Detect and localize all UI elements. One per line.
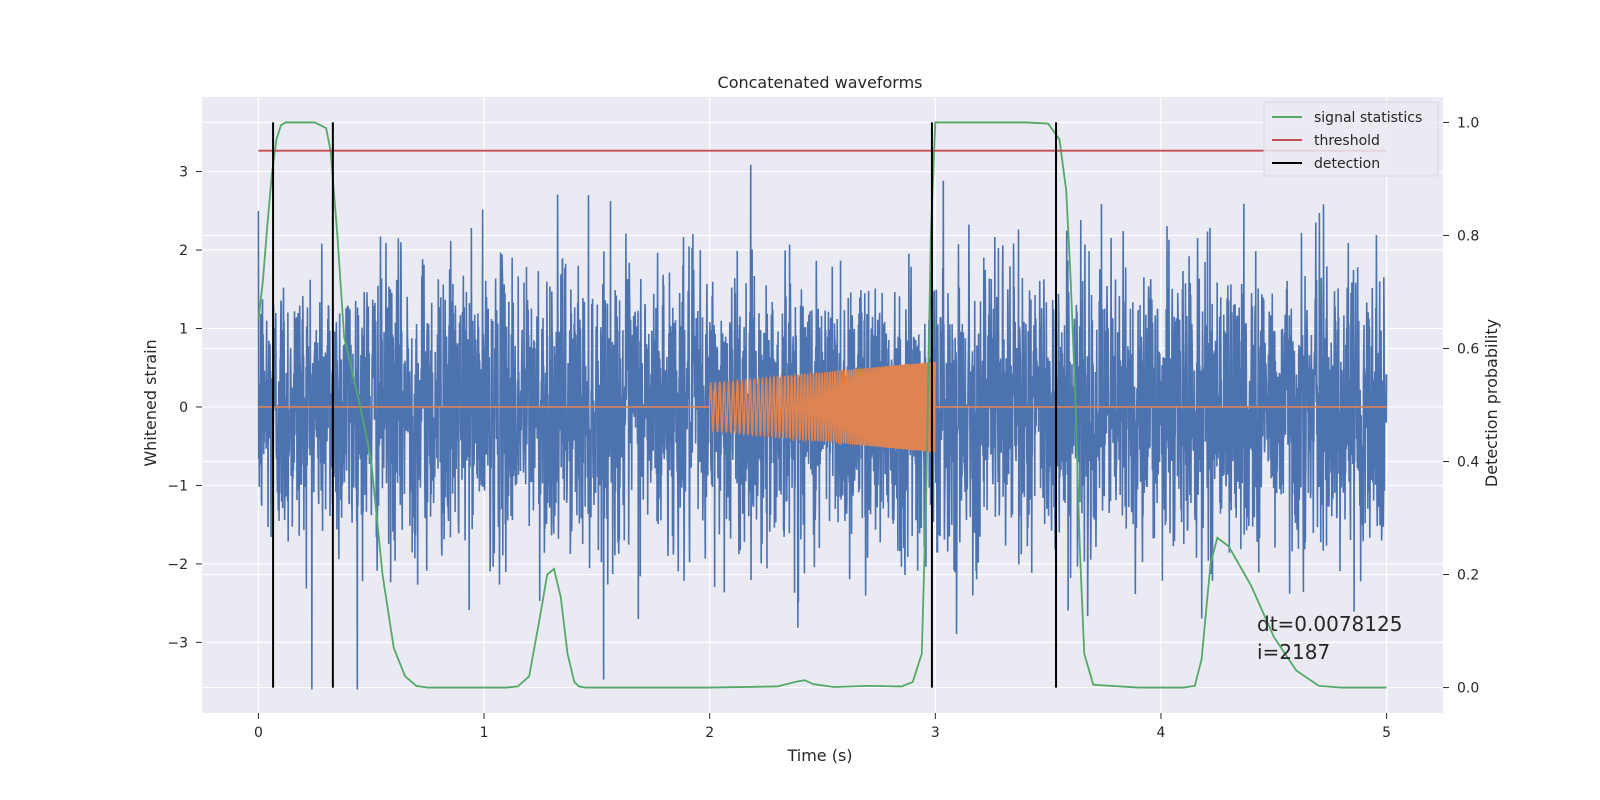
x-tick-label: 2 — [705, 725, 714, 741]
y2-tick-label: 0.4 — [1457, 455, 1479, 471]
legend: signal statistics threshold detection — [1263, 101, 1439, 177]
x-tick-label: 4 — [1156, 725, 1165, 741]
y-tick-label: −3 — [167, 635, 188, 651]
y-tick-label: −2 — [167, 557, 188, 573]
y2-axis-label: Detection probability — [1482, 319, 1501, 487]
y-axis-label: Whitened strain — [141, 339, 160, 466]
legend-label: detection — [1314, 156, 1380, 172]
y-tick-label: 3 — [179, 165, 188, 181]
x-tick-label: 0 — [254, 725, 263, 741]
y2-tick-label: 1.0 — [1457, 115, 1479, 131]
legend-label: signal statistics — [1314, 110, 1422, 126]
annotation-line: i=2187 — [1257, 640, 1330, 664]
y-tick-label: 2 — [179, 243, 188, 259]
y2-tick-label: 0.6 — [1457, 341, 1479, 357]
x-tick-label: 3 — [931, 725, 940, 741]
annotation-line: dt=0.0078125 — [1257, 612, 1402, 636]
y-tick-label: 0 — [179, 400, 188, 416]
x-axis-label: Time (s) — [786, 746, 852, 765]
y-tick-label: −1 — [167, 478, 188, 494]
injected-chirp-line — [708, 361, 937, 453]
legend-box — [1263, 101, 1439, 177]
x-tick-label: 5 — [1382, 725, 1391, 741]
y2-tick-label: 0.0 — [1457, 681, 1479, 697]
probability-series — [257, 121, 1387, 689]
annotation-text: dt=0.0078125 i=2187 — [1257, 612, 1402, 664]
axes: 0 1 2 3 4 5 −3 −2 −1 0 1 2 3 0.0 0.2 0.4 0.6 0.8 1.0 — [167, 115, 1479, 741]
legend-label: threshold — [1314, 133, 1380, 149]
x-tick-label: 1 — [480, 725, 489, 741]
y-tick-label: 1 — [179, 321, 188, 337]
chart-title: Concatenated waveforms — [718, 73, 923, 92]
y2-tick-label: 0.2 — [1457, 568, 1479, 584]
signal-statistics-line — [257, 121, 1387, 689]
y2-tick-label: 0.8 — [1457, 228, 1479, 244]
